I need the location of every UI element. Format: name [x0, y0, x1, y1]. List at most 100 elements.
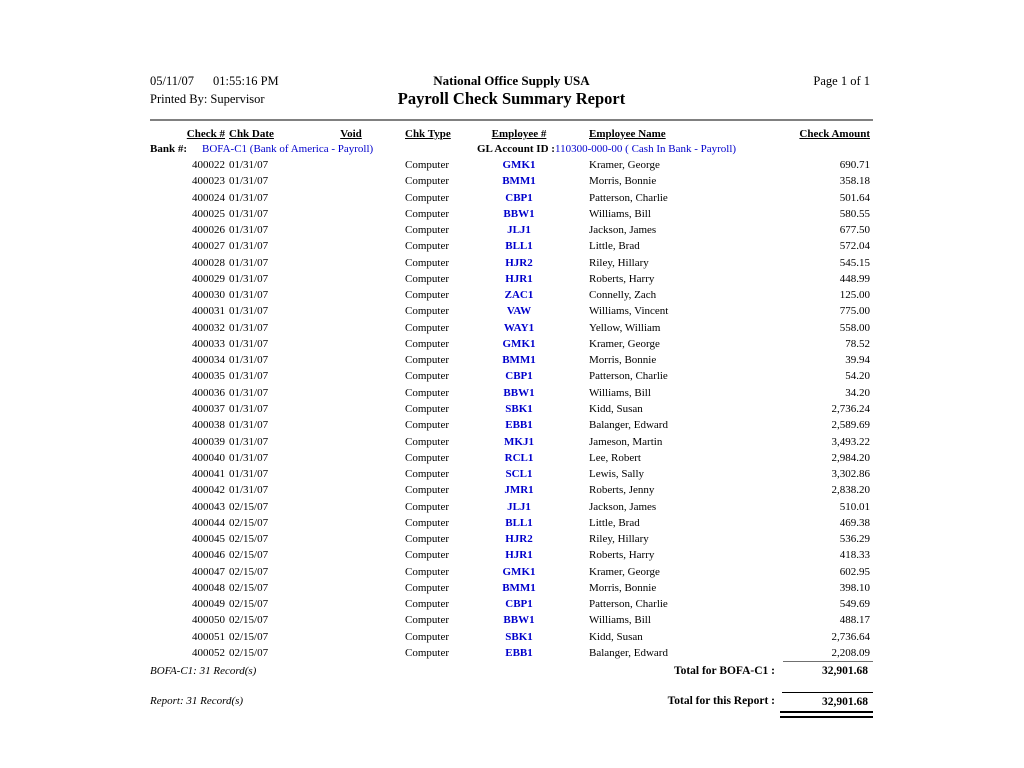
- cell-check-number: 400039: [192, 435, 225, 448]
- table-row: 400046 02/15/07 Computer HJR1 Roberts, H…: [150, 548, 873, 564]
- cell-check-type: Computer: [405, 289, 449, 302]
- cell-check-type: Computer: [405, 451, 449, 464]
- cell-employee-name: Williams, Bill: [589, 386, 651, 399]
- print-date: 05/11/07: [150, 74, 194, 88]
- table-row: 400049 02/15/07 Computer CBP1 Patterson,…: [150, 597, 873, 613]
- cell-employee-number-link[interactable]: ZAC1: [504, 289, 534, 302]
- table-row: 400034 01/31/07 Computer BMM1 Morris, Bo…: [150, 353, 873, 369]
- cell-employee-number-link[interactable]: WAY1: [503, 321, 535, 334]
- cell-check-date: 02/15/07: [229, 533, 269, 546]
- report-record-count: Report: 31 Record(s): [150, 695, 244, 707]
- cell-employee-number-link[interactable]: RCL1: [504, 451, 534, 464]
- cell-employee-number-link[interactable]: BBW1: [503, 386, 535, 399]
- cell-employee-number-link[interactable]: GMK1: [502, 159, 536, 171]
- cell-employee-name: Patterson, Charlie: [589, 191, 668, 204]
- table-row: 400025 01/31/07 Computer BBW1 Williams, …: [150, 207, 873, 223]
- cell-employee-number-link[interactable]: JMR1: [504, 484, 534, 497]
- table-row: 400027 01/31/07 Computer BLL1 Little, Br…: [150, 239, 873, 255]
- cell-employee-number-link[interactable]: MKJ1: [504, 435, 534, 448]
- cell-check-type: Computer: [405, 159, 449, 171]
- cell-check-date: 01/31/07: [229, 224, 269, 237]
- cell-check-date: 01/31/07: [229, 337, 269, 350]
- cell-employee-number-link[interactable]: HJR2: [505, 533, 533, 546]
- header-divider: [150, 119, 873, 121]
- cell-check-amount: 2,208.09: [831, 646, 871, 659]
- cell-employee-number-link[interactable]: GMK1: [502, 337, 536, 350]
- cell-employee-number-link[interactable]: HJR1: [505, 272, 533, 285]
- cell-check-amount: 448.99: [839, 272, 870, 285]
- cell-check-type: Computer: [405, 468, 449, 481]
- cell-check-number: 400030: [192, 289, 225, 302]
- print-time: 01:55:16 PM: [213, 74, 279, 88]
- cell-check-amount: 39.94: [845, 354, 870, 367]
- cell-employee-name: Jameson, Martin: [589, 435, 663, 448]
- cell-employee-name: Roberts, Harry: [589, 272, 655, 285]
- cell-employee-name: Kramer, George: [589, 337, 660, 350]
- cell-check-type: Computer: [405, 614, 449, 627]
- cell-check-amount: 3,302.86: [831, 468, 871, 481]
- cell-employee-number-link[interactable]: JLJ1: [507, 500, 531, 513]
- cell-check-type: Computer: [405, 191, 449, 204]
- column-header-void: Void: [340, 128, 362, 140]
- cell-employee-number-link[interactable]: BLL1: [505, 240, 533, 253]
- bank-number-label: Bank #:: [150, 143, 187, 155]
- cell-check-type: Computer: [405, 646, 449, 659]
- cell-employee-number-link[interactable]: BBW1: [503, 207, 535, 220]
- table-row: 400026 01/31/07 Computer JLJ1 Jackson, J…: [150, 223, 873, 239]
- cell-check-number: 400034: [192, 354, 225, 367]
- cell-employee-number-link[interactable]: BMM1: [502, 581, 536, 594]
- column-header-employee-number: Employee #: [491, 128, 547, 140]
- cell-check-date: 01/31/07: [229, 272, 269, 285]
- bank-total-value: 32,901.68: [822, 665, 868, 677]
- cell-employee-number-link[interactable]: BLL1: [505, 516, 533, 529]
- cell-employee-number-link[interactable]: HJR2: [505, 256, 533, 269]
- table-row: 400043 02/15/07 Computer JLJ1 Jackson, J…: [150, 500, 873, 516]
- gl-account-link[interactable]: 110300-000-00 ( Cash In Bank - Payroll): [555, 143, 737, 155]
- cell-employee-number-link[interactable]: JLJ1: [507, 224, 531, 237]
- cell-employee-number-link[interactable]: CBP1: [505, 370, 533, 383]
- cell-check-type: Computer: [405, 500, 449, 513]
- cell-employee-number-link[interactable]: SBK1: [505, 402, 533, 415]
- cell-check-date: 02/15/07: [229, 565, 269, 578]
- cell-check-date: 01/31/07: [229, 419, 269, 432]
- cell-employee-number-link[interactable]: CBP1: [505, 191, 533, 204]
- cell-check-amount: 536.29: [839, 533, 870, 546]
- cell-check-type: Computer: [405, 354, 449, 367]
- cell-employee-number-link[interactable]: BMM1: [502, 354, 536, 367]
- cell-employee-number-link[interactable]: HJR1: [505, 549, 533, 562]
- cell-employee-number-link[interactable]: GMK1: [502, 565, 536, 578]
- cell-employee-number-link[interactable]: BBW1: [503, 614, 535, 627]
- cell-check-date: 01/31/07: [229, 386, 269, 399]
- cell-check-type: Computer: [405, 549, 449, 562]
- cell-check-type: Computer: [405, 370, 449, 383]
- cell-employee-number-link[interactable]: VAW: [506, 305, 532, 318]
- cell-employee-number-link[interactable]: SCL1: [505, 468, 533, 481]
- cell-check-amount: 677.50: [839, 224, 870, 237]
- cell-employee-number-link[interactable]: SBK1: [505, 630, 533, 643]
- cell-check-number: 400036: [192, 386, 225, 399]
- cell-check-date: 01/31/07: [229, 484, 269, 497]
- cell-check-number: 400031: [192, 305, 225, 318]
- cell-employee-name: Patterson, Charlie: [589, 370, 668, 383]
- cell-check-type: Computer: [405, 402, 449, 415]
- cell-check-number: 400035: [192, 370, 225, 383]
- cell-check-date: 01/31/07: [229, 240, 269, 253]
- cell-check-date: 02/15/07: [229, 630, 269, 643]
- bank-record-count: BOFA-C1: 31 Record(s): [150, 665, 257, 677]
- cell-employee-name: Jackson, James: [589, 500, 657, 513]
- cell-check-number: 400041: [192, 468, 225, 481]
- report-total-value: 32,901.68: [822, 696, 868, 708]
- cell-check-amount: 501.64: [839, 191, 870, 204]
- table-row: 400052 02/15/07 Computer EBB1 Balanger, …: [150, 646, 873, 662]
- cell-check-type: Computer: [405, 435, 449, 448]
- bank-account-link[interactable]: BOFA-C1 (Bank of America - Payroll): [202, 143, 374, 155]
- cell-check-date: 02/15/07: [229, 614, 269, 627]
- cell-employee-number-link[interactable]: EBB1: [505, 646, 533, 659]
- cell-check-amount: 3,493.22: [831, 435, 871, 448]
- cell-employee-number-link[interactable]: EBB1: [505, 419, 533, 432]
- cell-check-type: Computer: [405, 337, 449, 350]
- cell-check-number: 400037: [192, 402, 225, 415]
- cell-employee-number-link[interactable]: CBP1: [505, 598, 533, 611]
- cell-employee-number-link[interactable]: BMM1: [502, 175, 536, 188]
